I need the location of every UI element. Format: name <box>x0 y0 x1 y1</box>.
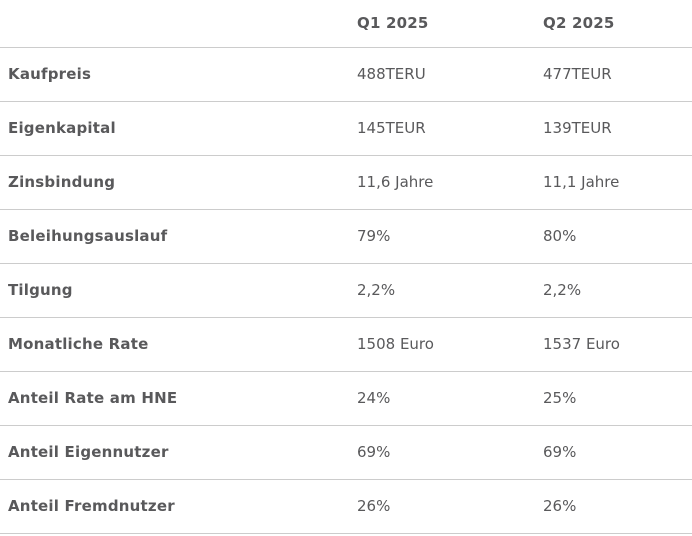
table-row-anteil-eigennutzer: Anteil Eigennutzer 69% 69% <box>0 425 692 480</box>
row-label: Tilgung <box>0 263 349 318</box>
table-row-zinsbindung: Zinsbindung 11,6 Jahre 11,1 Jahre <box>0 155 692 210</box>
table-row-eigenkapital: Eigenkapital 145TEUR 139TEUR <box>0 101 692 156</box>
row-label: Zinsbindung <box>0 155 349 210</box>
q1-value: 26% <box>349 479 535 534</box>
header-row: Q1 2025 Q2 2025 <box>0 0 692 48</box>
q2-value: 25% <box>535 371 692 426</box>
header-empty-cell <box>0 0 349 48</box>
table-row-anteil-fremdnutzer: Anteil Fremdnutzer 26% 26% <box>0 479 692 534</box>
table-row-monatliche-rate: Monatliche Rate 1508 Euro 1537 Euro <box>0 317 692 372</box>
q1-value: 69% <box>349 425 535 480</box>
q2-value: 26% <box>535 479 692 534</box>
table-row-tilgung: Tilgung 2,2% 2,2% <box>0 263 692 318</box>
q1-value: 488TERU <box>349 47 535 102</box>
q2-value: 69% <box>535 425 692 480</box>
column-header-q1: Q1 2025 <box>349 0 535 48</box>
q2-value: 2,2% <box>535 263 692 318</box>
row-label: Anteil Fremdnutzer <box>0 479 349 534</box>
q2-value: 477TEUR <box>535 47 692 102</box>
q1-value: 79% <box>349 209 535 264</box>
q2-value: 139TEUR <box>535 101 692 156</box>
table-row-kaufpreis: Kaufpreis 488TERU 477TEUR <box>0 47 692 102</box>
row-label: Kaufpreis <box>0 47 349 102</box>
q2-value: 11,1 Jahre <box>535 155 692 210</box>
row-label: Anteil Eigennutzer <box>0 425 349 480</box>
table-row-anteil-rate-am-hne: Anteil Rate am HNE 24% 25% <box>0 371 692 426</box>
column-header-q2: Q2 2025 <box>535 0 692 48</box>
row-label: Beleihungsauslauf <box>0 209 349 264</box>
q1-value: 11,6 Jahre <box>349 155 535 210</box>
q2-value: 80% <box>535 209 692 264</box>
q1-value: 1508 Euro <box>349 317 535 372</box>
q1-value: 24% <box>349 371 535 426</box>
q1-value: 145TEUR <box>349 101 535 156</box>
row-label: Anteil Rate am HNE <box>0 371 349 426</box>
row-label: Eigenkapital <box>0 101 349 156</box>
q1-value: 2,2% <box>349 263 535 318</box>
q2-value: 1537 Euro <box>535 317 692 372</box>
table-row-beleihungsauslauf: Beleihungsauslauf 79% 80% <box>0 209 692 264</box>
row-label: Monatliche Rate <box>0 317 349 372</box>
